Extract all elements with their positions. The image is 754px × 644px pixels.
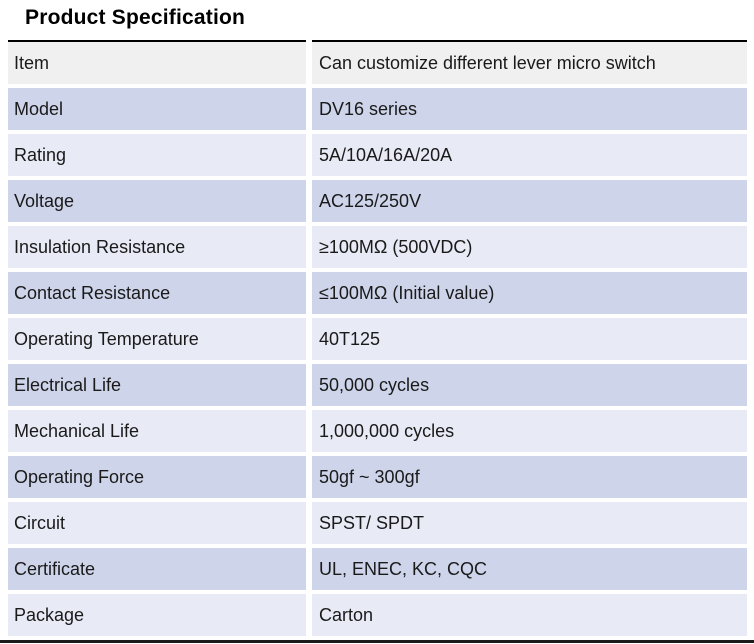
spec-row-value: AC125/250V	[312, 180, 747, 222]
spec-row-label: Operating Temperature	[8, 318, 306, 360]
spec-row-value: ≤100MΩ (Initial value)	[312, 272, 747, 314]
spec-row-value: 40T125	[312, 318, 747, 360]
spec-row-label: Certificate	[8, 548, 306, 590]
spec-row-value: SPST/ SPDT	[312, 502, 747, 544]
spec-row-value: Can customize different lever micro swit…	[312, 40, 747, 84]
spec-row-label: Rating	[8, 134, 306, 176]
spec-row-value: Carton	[312, 594, 747, 636]
spec-row-label: Mechanical Life	[8, 410, 306, 452]
spec-row-label: Package	[8, 594, 306, 636]
spec-row-value: 1,000,000 cycles	[312, 410, 747, 452]
spec-row-label: Contact Resistance	[8, 272, 306, 314]
spec-row-label: Insulation Resistance	[8, 226, 306, 268]
spec-row-label: Operating Force	[8, 456, 306, 498]
page-title: Product Specification	[25, 6, 246, 29]
spec-row-label: Model	[8, 88, 306, 130]
spec-row-value: 50gf ~ 300gf	[312, 456, 747, 498]
spec-row-label: Circuit	[8, 502, 306, 544]
spec-row-value: UL, ENEC, KC, CQC	[312, 548, 747, 590]
product-spec-table: Item Can customize different lever micro …	[8, 40, 747, 636]
spec-row-value: ≥100MΩ (500VDC)	[312, 226, 747, 268]
table-bottom-rule	[0, 640, 754, 643]
spec-row-value: 5A/10A/16A/20A	[312, 134, 747, 176]
spec-row-label: Electrical Life	[8, 364, 306, 406]
spec-row-value: 50,000 cycles	[312, 364, 747, 406]
spec-row-label: Item	[8, 40, 306, 84]
spec-row-label: Voltage	[8, 180, 306, 222]
spec-row-value: DV16 series	[312, 88, 747, 130]
